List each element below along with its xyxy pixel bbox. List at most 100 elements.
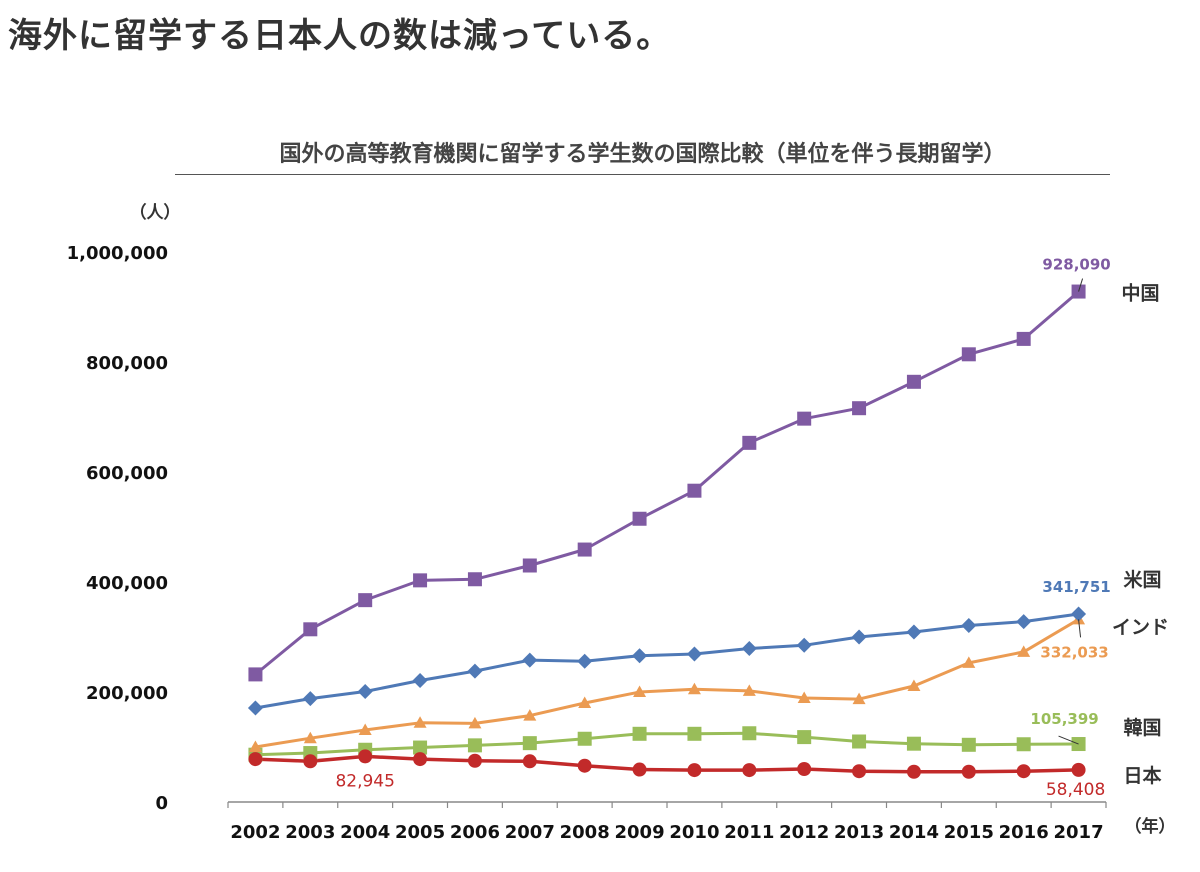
point-china-2013 (852, 401, 867, 416)
point-usa-2007 (522, 652, 538, 668)
data-label-928-090: 928,090 (1042, 256, 1110, 274)
point-india-2015 (962, 656, 976, 668)
data-label-332-033: 332,033 (1040, 643, 1108, 661)
chart-title: 国外の高等教育機関に留学する学生数の国際比較（単位を伴う長期留学） (279, 142, 1006, 167)
point-usa-2004 (357, 683, 373, 699)
point-japan-2016 (1016, 764, 1031, 779)
point-japan-2017 (1071, 762, 1086, 777)
series-name-usa: 米国 (1124, 568, 1162, 591)
point-china-2016 (1016, 331, 1031, 346)
x-tick-label-2003: 2003 (285, 822, 335, 843)
point-korea-2005 (413, 740, 428, 755)
y-tick-label-1-000-000: 1,000,000 (67, 243, 168, 264)
x-tick-label-2014: 2014 (889, 822, 939, 843)
page-headline: 海外に留学する日本人の数は減っている。 (8, 16, 672, 56)
point-korea-2013 (852, 734, 867, 749)
point-usa-2006 (467, 663, 483, 679)
x-tick-label-2006: 2006 (450, 822, 500, 843)
point-china-2011 (742, 435, 757, 450)
y-axis-unit-label: （人） (130, 202, 181, 223)
point-india-2012 (797, 691, 811, 704)
point-korea-2016 (1016, 737, 1031, 752)
point-india-2007 (523, 709, 537, 721)
data-label-105-399: 105,399 (1030, 710, 1098, 728)
title-divider (175, 174, 1110, 175)
point-india-2005 (413, 716, 427, 728)
point-india-2009 (633, 685, 647, 697)
series-line-japan (255, 754, 1079, 774)
point-korea-2008 (577, 731, 592, 746)
point-japan-2005 (413, 752, 428, 767)
point-india-2002 (248, 740, 262, 752)
y-tick-label-600-000: 600,000 (86, 463, 168, 484)
point-japan-2002 (248, 752, 263, 767)
point-japan-2007 (522, 754, 537, 769)
series-line-korea (255, 731, 1079, 757)
point-japan-2009 (632, 762, 647, 777)
point-china-2003 (303, 622, 318, 637)
point-usa-2008 (577, 653, 593, 669)
point-china-2002 (248, 667, 263, 682)
point-japan-2015 (961, 764, 976, 779)
point-japan-2011 (742, 763, 757, 778)
x-tick-label-2005: 2005 (395, 822, 445, 843)
point-korea-2014 (906, 736, 921, 751)
point-japan-2003 (303, 754, 318, 769)
point-japan-2006 (467, 753, 482, 768)
point-japan-2004 (358, 749, 373, 764)
point-usa-2003 (302, 691, 318, 707)
point-china-2009 (632, 511, 647, 526)
point-usa-2015 (961, 617, 977, 633)
y-tick-label-200-000: 200,000 (86, 683, 168, 704)
data-label-58-408: 58,408 (1046, 780, 1105, 800)
point-india-2011 (742, 684, 756, 696)
point-usa-2002 (247, 700, 263, 716)
point-china-2015 (961, 347, 976, 362)
x-tick-label-2012: 2012 (779, 822, 829, 843)
x-tick-label-2008: 2008 (560, 822, 610, 843)
point-usa-2012 (796, 637, 812, 653)
x-tick-label-2007: 2007 (505, 822, 555, 843)
point-usa-2009 (632, 648, 648, 664)
point-india-2016 (1017, 645, 1031, 657)
data-label-82-945: 82,945 (335, 771, 394, 791)
point-korea-2009 (632, 726, 647, 741)
point-china-2005 (413, 573, 428, 588)
point-korea-2012 (797, 730, 812, 745)
x-tick-label-2004: 2004 (340, 822, 390, 843)
leader-line-928-090 (1078, 278, 1084, 292)
point-india-2014 (907, 679, 921, 691)
series-name-china: 中国 (1122, 282, 1160, 305)
series-name-korea: 韓国 (1124, 716, 1162, 739)
point-india-2003 (303, 731, 317, 744)
x-tick-label-2002: 2002 (230, 822, 280, 843)
leader-line-332-033 (1078, 619, 1082, 638)
series-lines (254, 290, 1080, 774)
x-tick-label-2013: 2013 (834, 822, 884, 843)
point-india-2004 (358, 723, 372, 735)
y-tick-label-800-000: 800,000 (86, 353, 168, 374)
x-tick-label-2017: 2017 (1054, 822, 1104, 843)
x-tick-label-2016: 2016 (999, 822, 1049, 843)
x-tick-label-2015: 2015 (944, 822, 994, 843)
point-usa-2013 (851, 629, 867, 645)
point-korea-2007 (522, 736, 537, 751)
leader-line-105-399 (1058, 735, 1079, 745)
x-axis-unit-label: （年） (1125, 816, 1176, 837)
point-usa-2017 (1071, 606, 1087, 622)
point-china-2004 (358, 593, 373, 608)
point-china-2014 (906, 374, 921, 389)
x-tick-label-2009: 2009 (615, 822, 665, 843)
point-japan-2012 (797, 762, 812, 776)
point-usa-2014 (906, 624, 922, 640)
point-japan-2013 (852, 764, 867, 779)
series-markers (247, 284, 1087, 779)
point-usa-2005 (412, 672, 428, 688)
point-usa-2016 (1016, 614, 1032, 630)
point-korea-2010 (687, 726, 702, 741)
point-china-2012 (797, 411, 812, 426)
point-china-2010 (687, 483, 702, 498)
point-korea-2015 (961, 737, 976, 752)
